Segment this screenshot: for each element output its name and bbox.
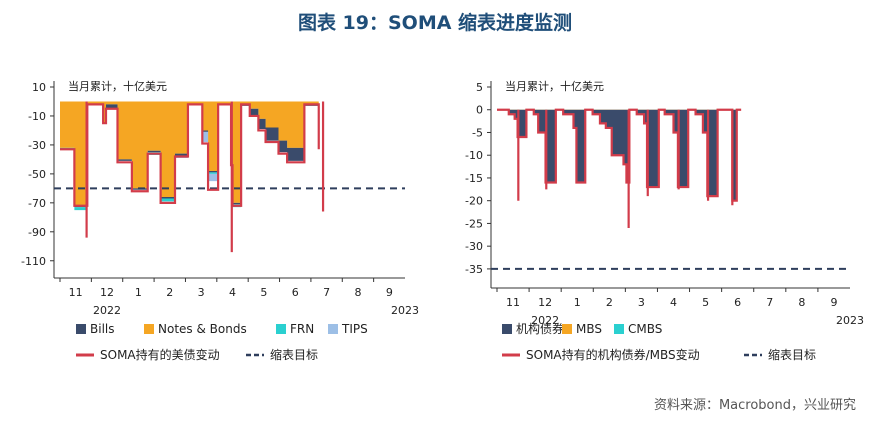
chart1-y-tick-label: -110 [21, 255, 46, 268]
chart1-y-tick-label: -10 [28, 110, 46, 123]
chart1-legend-swatch [76, 324, 86, 334]
chart1-x-tick-label: 4 [229, 286, 236, 299]
chart1-legend-swatch [276, 324, 286, 334]
chart1-soma-line [60, 103, 320, 207]
chart2-y-tick-label: 5 [476, 81, 483, 94]
chart2-year-label: 2023 [836, 314, 864, 327]
chart1-legend-swatch [328, 324, 338, 334]
chart2-y-tick-label: -20 [465, 195, 483, 208]
chart1-legend-label: SOMA持有的美债变动 [100, 347, 220, 362]
chart2-legend-label: MBS [576, 322, 602, 336]
chart2-x-tick-label: 4 [670, 296, 677, 309]
chart2-x-tick-label: 7 [766, 296, 773, 309]
figure-title: 图表 19：SOMA 缩表进度监测 [297, 12, 573, 34]
chart1-x-tick-label: 9 [386, 286, 393, 299]
chart1-x-tick-label: 5 [260, 286, 267, 299]
chart1-x-tick-label: 12 [100, 286, 114, 299]
chart1-x-tick-label: 2 [166, 286, 173, 299]
chart2-x-tick-label: 1 [574, 296, 581, 309]
chart2-y-tick-label: 0 [476, 104, 483, 117]
chart2-legend-label: SOMA持有的机构债券/MBS变动 [526, 347, 700, 362]
chart2-x-tick-label: 2 [606, 296, 613, 309]
chart2-x-tick-label: 12 [538, 296, 552, 309]
chart2-legend-swatch [614, 324, 624, 334]
chart2-y-tick-label: -5 [472, 126, 483, 139]
chart1-x-tick-label: 7 [323, 286, 330, 299]
chart1-legend-label: 缩表目标 [270, 347, 318, 362]
chart1-y-tick-label: -90 [28, 226, 46, 239]
chart2-x-tick-label: 5 [702, 296, 709, 309]
chart1-x-tick-label: 11 [69, 286, 83, 299]
chart2-y-tick-label: -35 [465, 263, 483, 276]
chart2-x-tick-label: 3 [638, 296, 645, 309]
chart2-legend-swatch [562, 324, 572, 334]
chart1-legend-swatch [144, 324, 154, 334]
chart1-x-tick-label: 6 [292, 286, 299, 299]
chart2-legend-label: CMBS [628, 322, 662, 336]
chart2-x-tick-label: 8 [798, 296, 805, 309]
chart1-year-label: 2022 [93, 304, 121, 317]
chart1-year-label: 2023 [391, 304, 419, 317]
chart1-legend-label: Notes & Bonds [158, 322, 247, 336]
chart1-y-tick-label: -30 [28, 139, 46, 152]
chart2-y-tick-label: -15 [465, 172, 483, 185]
chart2-x-tick-label: 9 [830, 296, 837, 309]
chart2-x-tick-label: 11 [506, 296, 520, 309]
chart2-y-tick-label: -10 [465, 149, 483, 162]
chart2-y-tick-label: -25 [465, 217, 483, 230]
chart2-legend-swatch [502, 324, 512, 334]
chart2-soma-line [497, 108, 742, 202]
chart1-x-tick-label: 3 [198, 286, 205, 299]
chart1-unit-label: 当月累计，十亿美元 [68, 79, 167, 93]
chart1-x-tick-label: 8 [354, 286, 361, 299]
chart2-x-tick-label: 6 [734, 296, 741, 309]
chart2-year-label: 2022 [531, 314, 559, 327]
chart1-y-tick-label: -70 [28, 197, 46, 210]
chart1-y-tick-label: -50 [28, 168, 46, 181]
chart1-x-tick-label: 1 [135, 286, 142, 299]
chart2-area-agency [497, 109, 742, 201]
chart2-y-tick-label: -30 [465, 240, 483, 253]
chart2-unit-label: 当月累计，十亿美元 [505, 79, 604, 93]
source-note: 资料来源：Macrobond，兴业研究 [653, 398, 856, 413]
chart2-legend-label: 缩表目标 [768, 347, 816, 362]
chart1-area-notes [60, 101, 319, 206]
chart2-legend-label: 机构债券 [516, 321, 564, 336]
chart1-y-tick-label: 10 [32, 81, 46, 94]
chart1-legend-label: FRN [290, 322, 314, 336]
chart1-legend-label: TIPS [341, 322, 368, 336]
chart1-legend-label: Bills [90, 322, 115, 336]
